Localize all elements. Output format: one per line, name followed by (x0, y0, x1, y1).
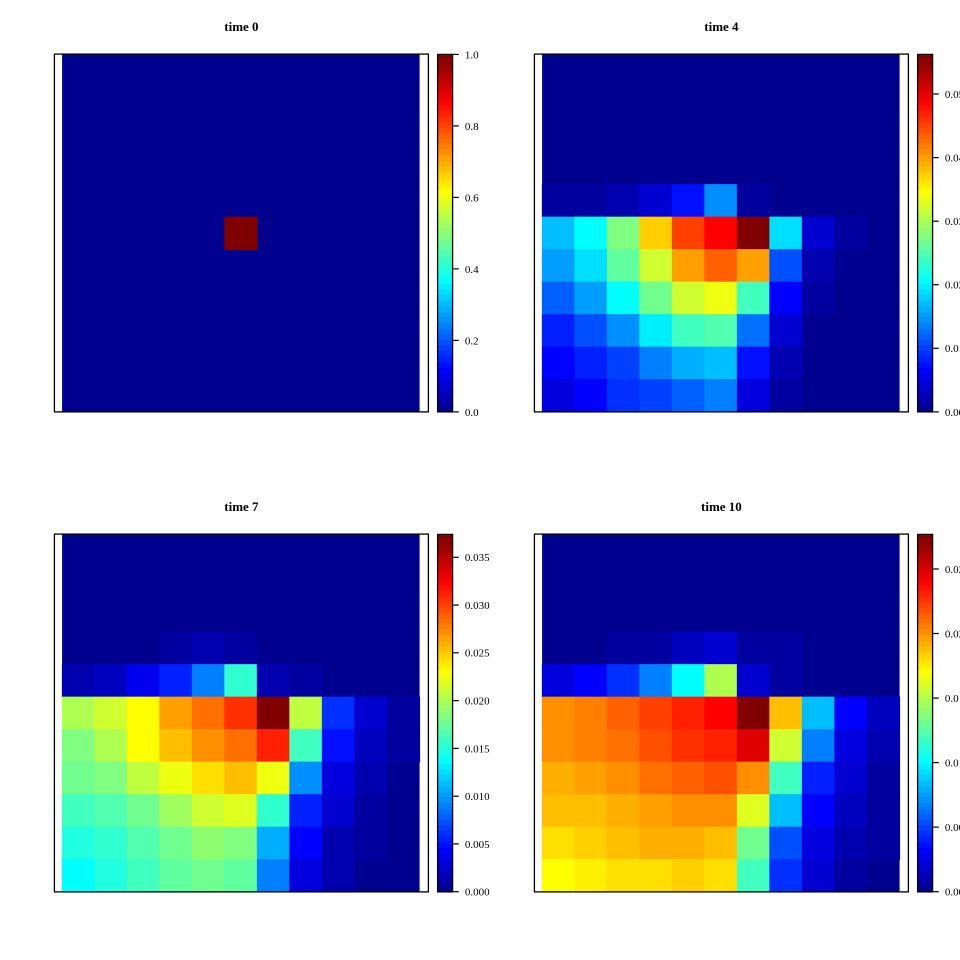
svg-text:0.6: 0.6 (465, 192, 479, 204)
svg-text:0.010: 0.010 (465, 791, 490, 803)
svg-text:0.035: 0.035 (465, 552, 490, 564)
svg-text:0.010: 0.010 (945, 758, 960, 770)
svg-text:0.020: 0.020 (945, 628, 960, 640)
svg-text:0.005: 0.005 (465, 839, 490, 851)
svg-text:0.015: 0.015 (945, 693, 960, 705)
svg-text:0.0: 0.0 (465, 407, 479, 419)
svg-text:time 0: time 0 (224, 19, 258, 34)
svg-text:0.005: 0.005 (945, 822, 960, 834)
svg-text:0.4: 0.4 (465, 264, 479, 276)
svg-text:time 7: time 7 (224, 499, 259, 514)
svg-text:0.05: 0.05 (945, 89, 960, 101)
svg-text:1.0: 1.0 (465, 49, 479, 61)
svg-text:0.04: 0.04 (945, 153, 960, 165)
svg-text:time 10: time 10 (701, 499, 742, 514)
svg-text:0.000: 0.000 (465, 887, 490, 899)
svg-text:0.030: 0.030 (465, 600, 490, 612)
svg-text:0.01: 0.01 (945, 343, 960, 355)
svg-text:0.8: 0.8 (465, 121, 479, 133)
svg-text:0.015: 0.015 (465, 743, 490, 755)
svg-text:0.03: 0.03 (945, 216, 960, 228)
svg-text:0.00: 0.00 (945, 407, 960, 419)
svg-text:0.025: 0.025 (945, 564, 960, 576)
svg-text:time 4: time 4 (704, 19, 739, 34)
svg-text:0.02: 0.02 (945, 280, 960, 292)
svg-text:0.020: 0.020 (465, 696, 490, 708)
svg-text:0.2: 0.2 (465, 335, 479, 347)
svg-text:0.025: 0.025 (465, 648, 490, 660)
svg-text:0.000: 0.000 (945, 887, 960, 899)
